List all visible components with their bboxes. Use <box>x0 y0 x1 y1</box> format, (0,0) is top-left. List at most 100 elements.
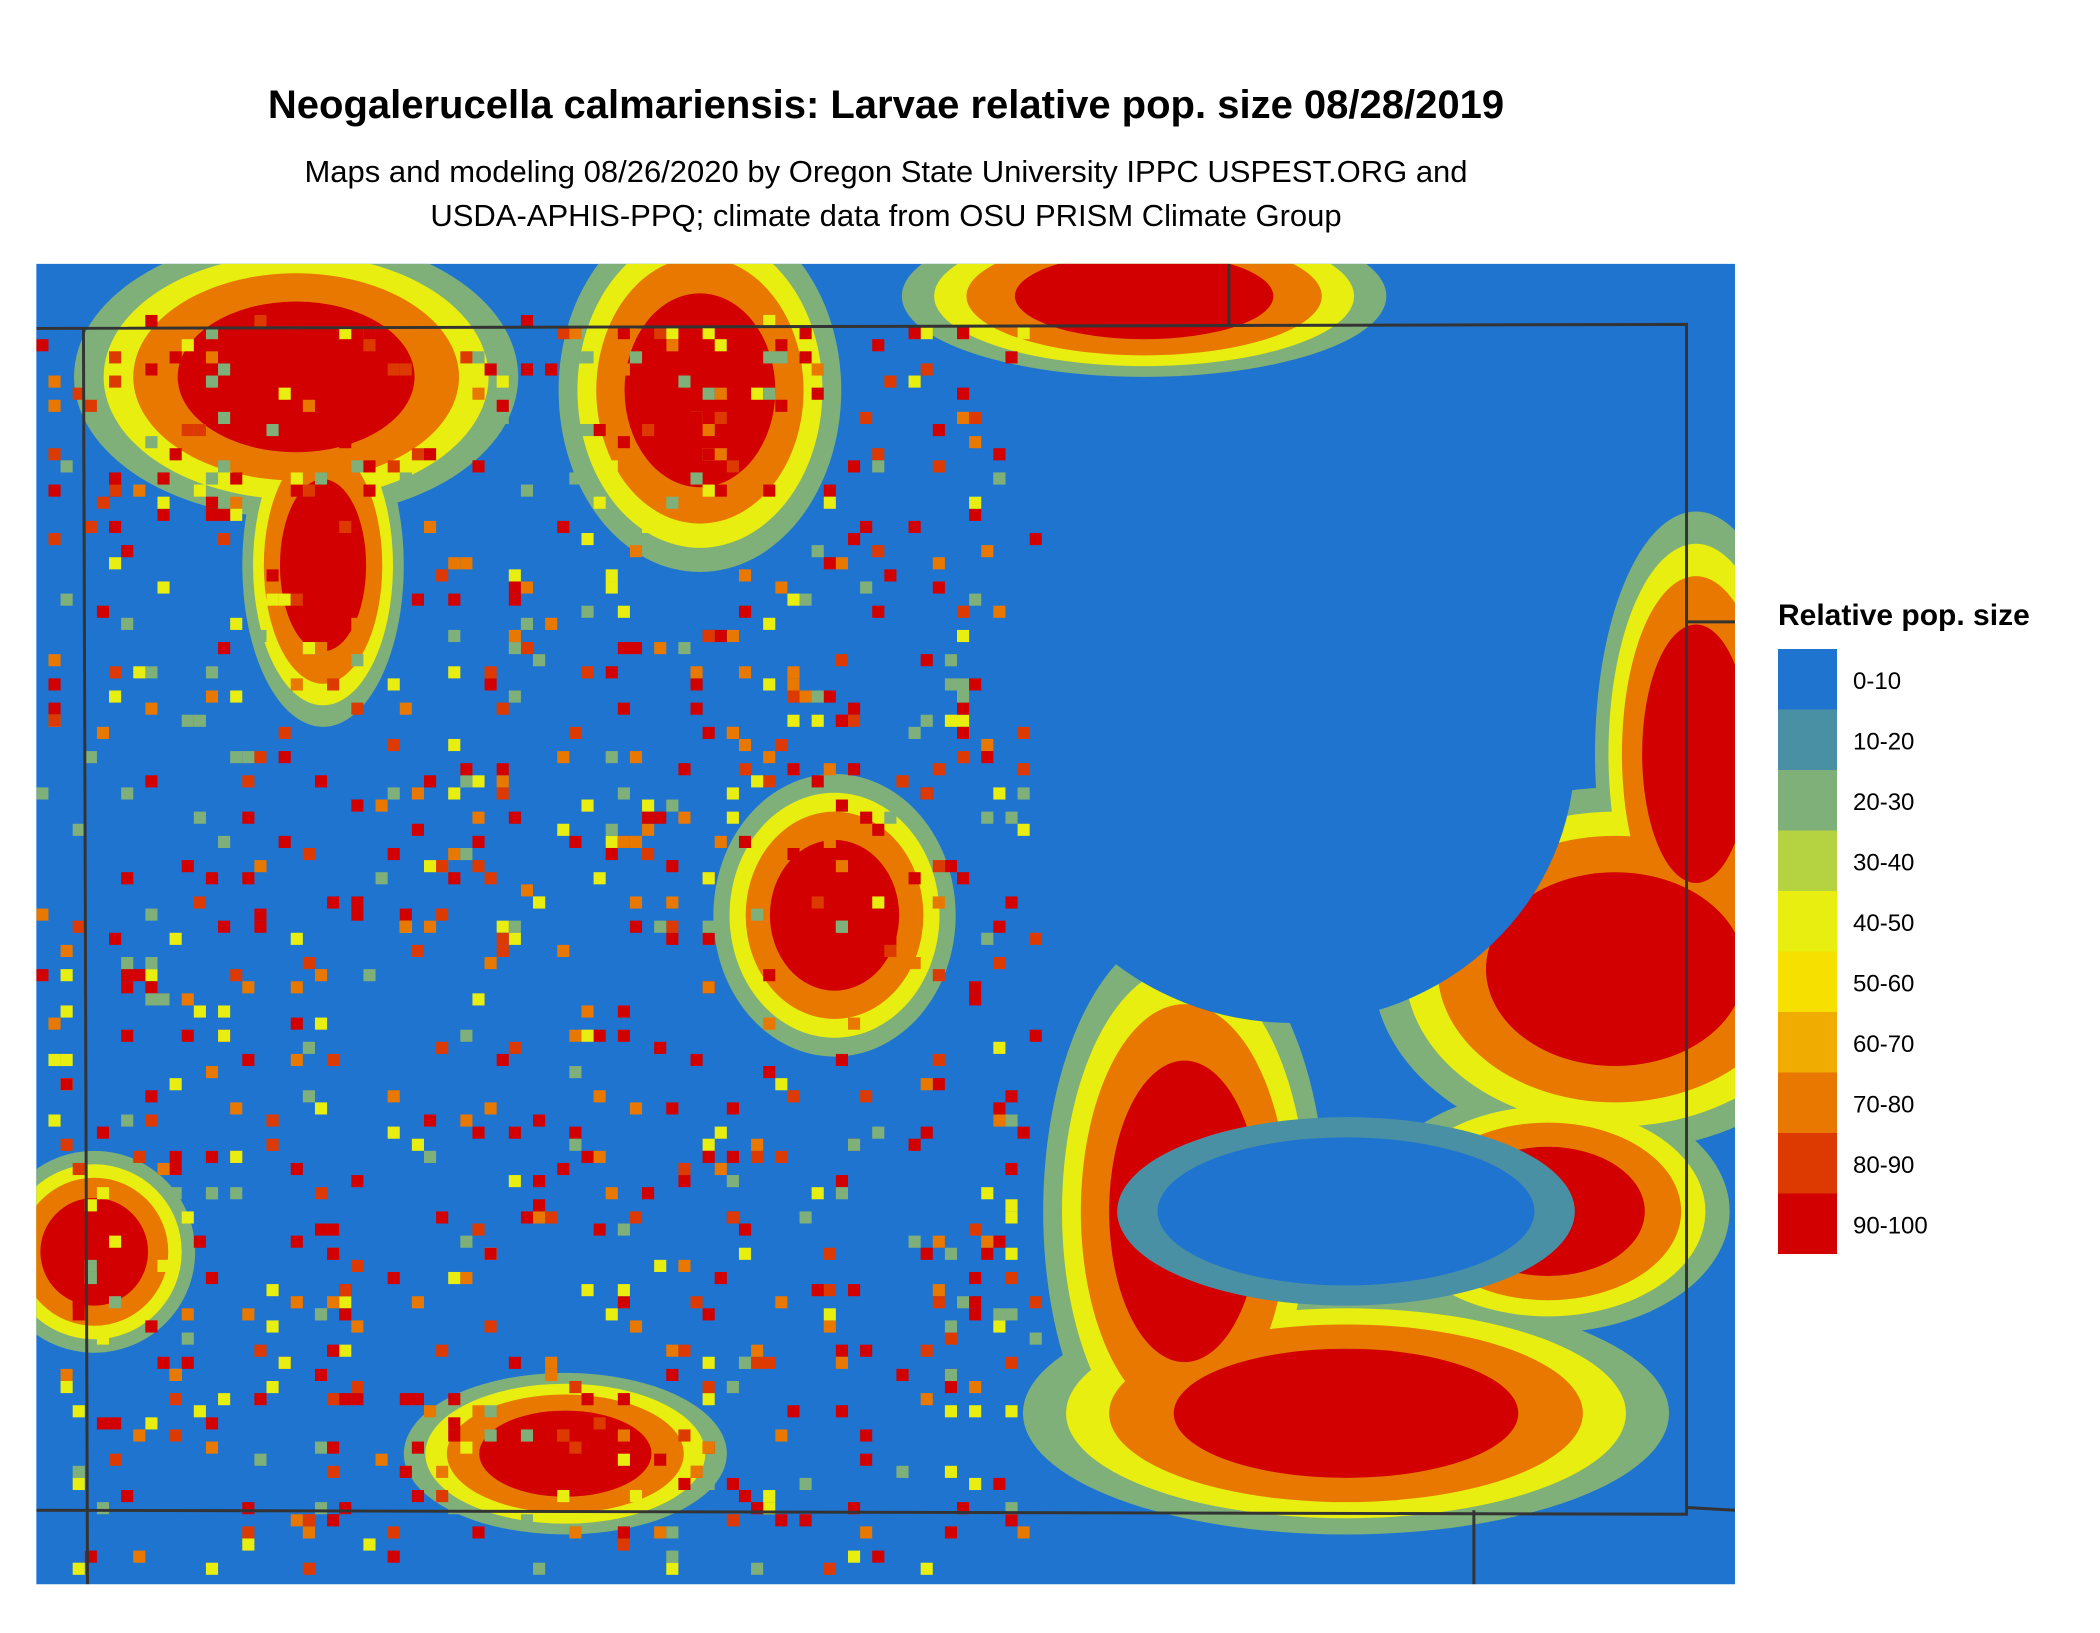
pixel <box>920 363 933 376</box>
pixel <box>399 702 412 715</box>
pixel <box>96 605 110 618</box>
pixel <box>48 654 61 667</box>
pixel <box>72 1562 85 1575</box>
pixel <box>629 1490 643 1503</box>
pixel <box>448 1393 461 1406</box>
pixel <box>751 1138 764 1151</box>
pixel <box>690 1053 703 1067</box>
pixel <box>920 327 933 340</box>
pixel <box>569 327 582 340</box>
pixel <box>314 969 328 982</box>
pixel <box>847 1138 861 1151</box>
pixel <box>860 1453 873 1466</box>
pixel <box>339 1284 352 1297</box>
pixel <box>969 1405 982 1418</box>
pixel <box>944 1332 958 1345</box>
pixel <box>181 993 194 1006</box>
pixel <box>654 920 667 933</box>
pixel <box>254 908 267 921</box>
pixel <box>109 472 122 485</box>
pixel <box>133 484 146 497</box>
pixel <box>218 351 231 364</box>
pixel <box>581 1284 594 1297</box>
pixel <box>121 981 134 994</box>
pixel <box>702 1477 715 1491</box>
pixel <box>920 1247 933 1260</box>
pixel <box>496 932 509 945</box>
pixel <box>496 787 509 800</box>
pixel <box>605 581 618 594</box>
pixel <box>411 1296 424 1309</box>
pixel <box>969 678 982 691</box>
pixel <box>1029 932 1042 945</box>
pixel <box>423 920 437 933</box>
pixel <box>969 496 982 509</box>
pixel <box>642 799 655 812</box>
pixel <box>133 1429 146 1442</box>
pixel <box>460 775 473 788</box>
pixel <box>847 533 861 546</box>
legend-label: 90-100 <box>1853 1213 1928 1240</box>
pixel <box>605 666 618 679</box>
pixel <box>339 1296 352 1309</box>
pixel <box>411 593 424 606</box>
pixel <box>1029 1296 1042 1309</box>
pixel <box>351 460 364 473</box>
pixel <box>266 569 279 582</box>
pixel <box>702 920 715 933</box>
pixel <box>617 363 630 376</box>
pixel <box>145 908 158 921</box>
pixel <box>496 763 509 776</box>
pixel <box>642 399 655 412</box>
pixel <box>823 496 836 509</box>
pixel <box>218 363 231 376</box>
pixel <box>799 351 812 364</box>
pixel <box>230 472 243 485</box>
pixel <box>775 1296 788 1309</box>
pixel <box>60 1078 73 1091</box>
pixel <box>60 1368 73 1381</box>
pixel <box>121 957 134 970</box>
pixel <box>617 436 630 449</box>
pixel <box>908 726 921 739</box>
pixel <box>242 981 255 994</box>
pixel <box>581 1393 594 1406</box>
pixel <box>254 629 267 643</box>
pixel <box>835 1187 848 1200</box>
pixel <box>993 1102 1006 1115</box>
pixel <box>569 1441 582 1454</box>
pixel <box>351 375 364 388</box>
pixel <box>157 496 170 509</box>
pixel <box>339 1308 352 1321</box>
legend-label: 60-70 <box>1853 1031 1914 1058</box>
map-title: Neogalerucella calmariensis: Larvae rela… <box>268 83 1504 127</box>
pixel <box>811 1284 824 1297</box>
pixel <box>799 1477 812 1491</box>
pixel <box>569 1526 582 1539</box>
pixel <box>436 908 449 921</box>
pixel <box>314 472 328 485</box>
pixel <box>847 714 861 727</box>
pixel <box>266 423 279 437</box>
pixel <box>145 957 158 970</box>
pixel <box>109 1235 122 1248</box>
pixel <box>327 896 340 909</box>
pixel <box>726 1102 739 1115</box>
pixel <box>896 1368 909 1381</box>
pixel <box>302 642 315 655</box>
pixel <box>460 1271 473 1285</box>
pixel <box>496 375 509 388</box>
pixel <box>193 714 206 727</box>
pixel <box>763 1066 776 1079</box>
pixel <box>981 751 994 764</box>
pixel <box>993 1477 1006 1491</box>
pixel <box>872 823 885 836</box>
pixel <box>302 484 315 497</box>
pixel <box>460 1441 473 1454</box>
pixel <box>96 1502 110 1515</box>
pixel <box>823 835 836 848</box>
pixel <box>278 751 291 764</box>
pixel <box>593 423 606 437</box>
pixel <box>823 1308 836 1321</box>
pixel <box>230 1187 243 1200</box>
